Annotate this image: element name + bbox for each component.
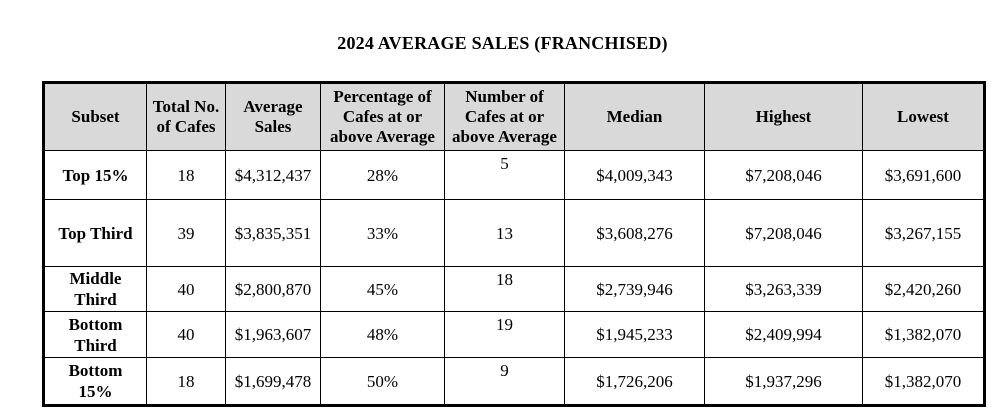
- average-sales-cell: $1,963,607: [225, 311, 321, 358]
- total-cafes-cell: 39: [146, 199, 226, 267]
- header-lowest: Lowest: [862, 82, 985, 151]
- average-sales-cell: $3,835,351: [225, 199, 321, 267]
- table-title: 2024 AVERAGE SALES (FRANCHISED): [337, 33, 668, 53]
- median-cell: $4,009,343: [564, 150, 705, 200]
- subset-cell: Bottom Third: [43, 311, 147, 358]
- highest-cell: $1,937,296: [704, 357, 863, 406]
- number-above-average-cell: 18: [444, 266, 565, 312]
- percentage-cell: 50%: [320, 357, 445, 406]
- number-above-average-cell: 13: [444, 199, 565, 267]
- header-percentage-above-average: Percentage of Cafes at or above Average: [320, 82, 445, 151]
- subset-line: Third: [74, 335, 117, 355]
- average-sales-cell: $4,312,437: [225, 150, 321, 200]
- average-sales-table: Subset Total No. of Cafes Average Sales …: [42, 81, 986, 407]
- number-above-average-cell: 19: [444, 311, 565, 358]
- median-cell: $1,726,206: [564, 357, 705, 406]
- header-subset: Subset: [43, 82, 147, 151]
- subset-line: Middle: [69, 269, 122, 288]
- lowest-cell: $1,382,070: [862, 357, 985, 406]
- table-row: Bottom Third 40 $1,963,607 48% 19 $1,945…: [43, 311, 985, 358]
- header-number-above-average: Number of Cafes at or above Average: [444, 82, 565, 151]
- subset-cell: Top 15%: [43, 150, 147, 200]
- subset-cell: Bottom 15%: [43, 357, 147, 406]
- header-line: Total No.: [152, 97, 220, 116]
- table-row: Top 15% 18 $4,312,437 28% 5 $4,009,343 $…: [43, 150, 985, 200]
- total-cafes-cell: 18: [146, 150, 226, 200]
- median-cell: $2,739,946: [564, 266, 705, 312]
- table-row: Top Third 39 $3,835,351 33% 13 $3,608,27…: [43, 199, 985, 267]
- percentage-cell: 48%: [320, 311, 445, 358]
- highest-cell: $7,208,046: [704, 150, 863, 200]
- subset-cell: Top Third: [43, 199, 147, 267]
- number-above-average-cell: 9: [444, 357, 565, 406]
- percentage-cell: 28%: [320, 150, 445, 200]
- lowest-cell: $3,691,600: [862, 150, 985, 200]
- table-row: Middle Third 40 $2,800,870 45% 18 $2,739…: [43, 266, 985, 312]
- subset-line: Top Third: [58, 223, 133, 243]
- total-cafes-cell: 40: [146, 266, 226, 312]
- total-cafes-cell: 40: [146, 311, 226, 358]
- percentage-cell: 33%: [320, 199, 445, 267]
- highest-cell: $3,263,339: [704, 266, 863, 312]
- subset-line: Third: [74, 290, 117, 309]
- header-line: Cafes at or: [464, 107, 545, 126]
- lowest-cell: $3,267,155: [862, 199, 985, 267]
- header-line: Number of: [465, 87, 544, 106]
- number-above-average-cell: 5: [444, 150, 565, 200]
- header-median: Median: [564, 82, 705, 151]
- header-line: of Cafes: [156, 117, 216, 136]
- median-cell: $1,945,233: [564, 311, 705, 358]
- header-line: above Average: [330, 127, 435, 146]
- subset-line: Bottom: [68, 314, 123, 334]
- lowest-cell: $1,382,070: [862, 311, 985, 358]
- median-cell: $3,608,276: [564, 199, 705, 267]
- average-sales-cell: $2,800,870: [225, 266, 321, 312]
- subset-line: 15%: [78, 382, 113, 401]
- subset-line: Bottom: [68, 361, 123, 380]
- header-line: above Average: [452, 127, 557, 146]
- total-cafes-cell: 18: [146, 357, 226, 406]
- highest-cell: $2,409,994: [704, 311, 863, 358]
- subset-cell: Middle Third: [43, 266, 147, 312]
- header-line: Sales: [254, 117, 292, 136]
- header-line: Cafes at or: [342, 107, 423, 126]
- lowest-cell: $2,420,260: [862, 266, 985, 312]
- average-sales-cell: $1,699,478: [225, 357, 321, 406]
- header-average-sales: Average Sales: [225, 82, 321, 151]
- header-highest: Highest: [704, 82, 863, 151]
- header-line: Average: [243, 97, 303, 116]
- highest-cell: $7,208,046: [704, 199, 863, 267]
- header-line: Percentage of: [333, 87, 432, 106]
- subset-line: Top 15%: [62, 165, 129, 185]
- table-row: Bottom 15% 18 $1,699,478 50% 9 $1,726,20…: [43, 357, 985, 406]
- percentage-cell: 45%: [320, 266, 445, 312]
- header-total-cafes: Total No. of Cafes: [146, 82, 226, 151]
- header-row: Subset Total No. of Cafes Average Sales …: [43, 82, 985, 151]
